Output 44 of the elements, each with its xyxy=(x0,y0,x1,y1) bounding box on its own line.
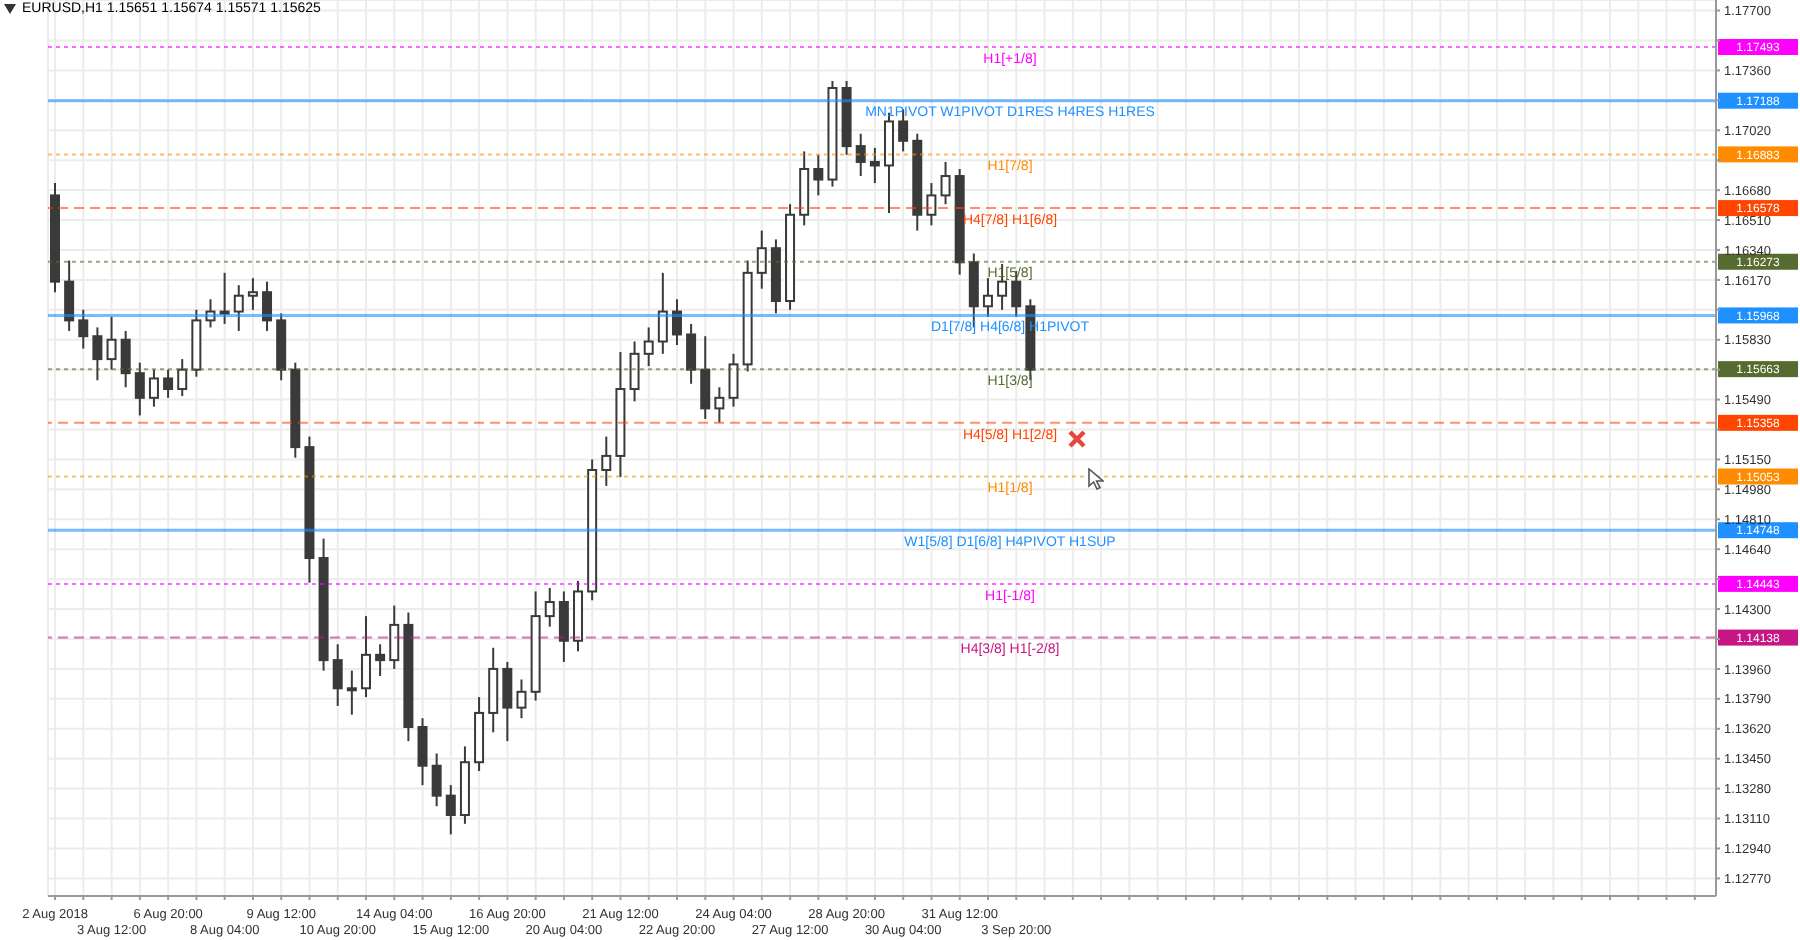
candlestick xyxy=(869,146,880,185)
candlestick xyxy=(431,752,442,808)
candlestick xyxy=(601,435,612,487)
candlestick xyxy=(177,358,188,398)
candlestick xyxy=(728,352,739,408)
candlestick xyxy=(657,271,668,355)
candlestick xyxy=(389,604,400,670)
candlestick xyxy=(686,322,697,385)
candlestick xyxy=(233,284,244,332)
candlestick xyxy=(756,229,767,290)
candlestick xyxy=(92,326,103,382)
candlestick xyxy=(643,326,654,368)
candlestick xyxy=(516,678,527,720)
candlestick xyxy=(558,590,569,663)
candlestick xyxy=(332,643,343,707)
candlestick xyxy=(629,340,640,403)
candlestick xyxy=(262,280,273,332)
candlestick xyxy=(106,315,117,371)
candlestick xyxy=(78,308,89,350)
candlestick xyxy=(445,784,456,836)
candlestick xyxy=(346,669,357,716)
candlestick xyxy=(940,160,951,206)
candlestick xyxy=(813,153,824,197)
candlestick xyxy=(360,615,371,699)
candlestick xyxy=(926,182,937,227)
candlestick xyxy=(417,717,428,787)
candlestick xyxy=(205,298,216,329)
candlestick xyxy=(488,646,499,734)
candlestick xyxy=(247,277,258,311)
candlestick xyxy=(714,386,725,424)
candlestick xyxy=(375,643,386,677)
candlestick xyxy=(64,259,75,332)
candlestick xyxy=(544,586,555,628)
candlestick xyxy=(671,298,682,347)
candlestick xyxy=(502,660,513,743)
candlestick xyxy=(134,361,145,417)
candlestick xyxy=(148,368,159,408)
candlestick xyxy=(982,277,993,318)
candlestick xyxy=(700,335,711,420)
candlestick xyxy=(163,368,174,399)
candlestick xyxy=(799,150,810,227)
candlestick xyxy=(855,132,866,178)
candlestick xyxy=(219,271,230,325)
candlestick xyxy=(120,329,131,389)
